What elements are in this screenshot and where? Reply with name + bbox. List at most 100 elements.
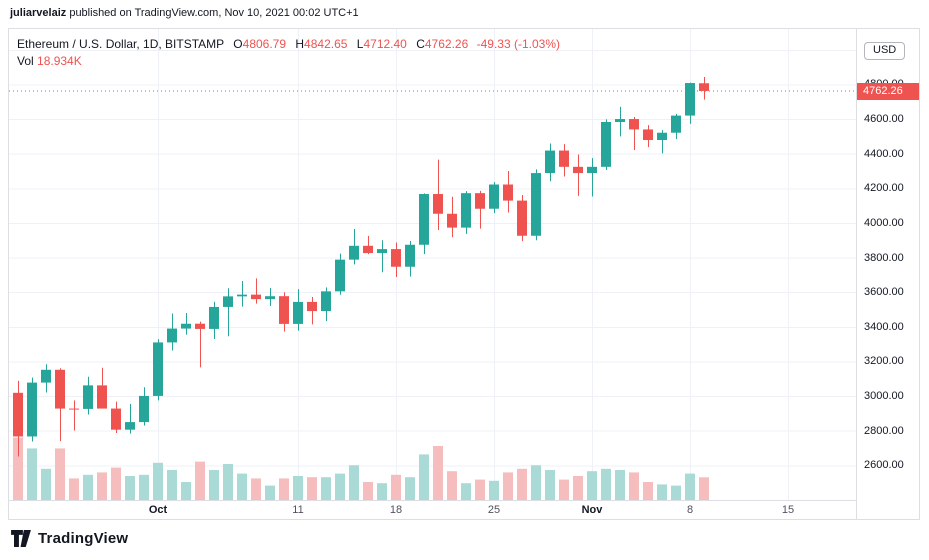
- candle-body: [125, 422, 135, 430]
- tradingview-logo-icon[interactable]: [11, 530, 31, 547]
- volume-bar: [489, 480, 499, 500]
- candle-body: [181, 323, 191, 329]
- price-axis[interactable]: USD 4762.26 2600.00 2800.00 3000.00 3200.00…: [856, 29, 919, 519]
- candle-body: [475, 193, 485, 209]
- candle-body: [111, 408, 121, 430]
- time-axis-label: 11: [292, 504, 304, 516]
- volume-bar: [181, 482, 191, 500]
- candle-body: [489, 184, 499, 209]
- volume-bar: [27, 448, 37, 500]
- candle-body: [293, 301, 303, 324]
- candle-body: [671, 115, 681, 133]
- volume-bar: [153, 462, 163, 500]
- candle-body: [349, 245, 359, 260]
- volume-bar: [111, 467, 121, 500]
- volume-bar: [419, 454, 429, 500]
- candle-body: [503, 184, 513, 201]
- footer: TradingView: [11, 530, 128, 547]
- candle-body: [601, 121, 611, 167]
- volume-bar: [531, 465, 541, 500]
- time-axis[interactable]: Oct 11 18 25 Nov 8 15: [9, 500, 856, 519]
- price-axis-label: 4400.00: [864, 147, 904, 160]
- candle-body: [335, 259, 345, 292]
- candle-body: [41, 369, 51, 383]
- time-axis-label: Nov: [581, 504, 603, 516]
- volume-bar: [643, 482, 653, 500]
- volume-bar: [279, 478, 289, 500]
- volume-bar: [223, 464, 233, 500]
- volume-bar: [69, 478, 79, 500]
- publish-info: juliarvelaiz published on TradingView.co…: [10, 7, 359, 19]
- candle-body: [419, 194, 429, 245]
- candle-body: [615, 119, 625, 122]
- volume-bar: [167, 470, 177, 500]
- candle-body: [55, 369, 65, 409]
- volume-bar: [125, 476, 135, 500]
- candle-body: [307, 301, 317, 312]
- candle-body: [587, 166, 597, 174]
- volume-bar: [615, 470, 625, 500]
- candle-body: [139, 395, 149, 423]
- volume-bar: [377, 483, 387, 500]
- candle-body: [363, 245, 373, 254]
- chart-panel: Ethereum / U.S. Dollar, 1D, BITSTAMP O48…: [8, 28, 920, 520]
- volume-bar: [209, 470, 219, 500]
- volume-bar: [601, 468, 611, 500]
- candle-body: [517, 200, 527, 236]
- price-axis-label: 2800.00: [864, 424, 904, 437]
- candle-body: [531, 173, 541, 236]
- volume-bar: [545, 470, 555, 500]
- volume-bar: [629, 472, 639, 500]
- volume-bar: [55, 448, 65, 500]
- volume-bar: [573, 476, 583, 500]
- candle-body: [195, 323, 205, 329]
- volume-bar: [251, 478, 261, 500]
- price-axis-label: 4000.00: [864, 216, 904, 229]
- volume-bar: [433, 446, 443, 500]
- volume-bar: [685, 473, 695, 500]
- candle-body: [447, 213, 457, 228]
- candle-body: [13, 392, 23, 437]
- publish-text: published on TradingView.com, Nov 10, 20…: [66, 7, 359, 19]
- candle-body: [629, 119, 639, 130]
- candlestick-chart: [9, 29, 856, 500]
- volume-bar: [13, 437, 23, 500]
- price-axis-label: 2600.00: [864, 459, 904, 472]
- volume-bar: [293, 476, 303, 500]
- volume-bar: [447, 471, 457, 500]
- volume-bar: [349, 465, 359, 500]
- candle-body: [97, 385, 107, 409]
- volume-bar: [83, 474, 93, 500]
- candle-body: [265, 296, 275, 300]
- price-axis-label: 4600.00: [864, 113, 904, 126]
- candle-body: [27, 382, 37, 437]
- candle-body: [251, 294, 261, 300]
- volume-bar: [41, 468, 51, 500]
- candle-body: [699, 83, 709, 91]
- volume-bar: [265, 485, 275, 500]
- price-axis-label: 3800.00: [864, 251, 904, 264]
- price-axis-label: 3400.00: [864, 320, 904, 333]
- candle-body: [433, 194, 443, 214]
- candle-body: [559, 150, 569, 167]
- time-axis-label: 18: [389, 504, 403, 516]
- time-axis-label: 25: [487, 504, 501, 516]
- volume-bar: [321, 477, 331, 500]
- volume-bar: [461, 483, 471, 500]
- candle-body: [545, 150, 555, 174]
- chart-pane[interactable]: [9, 29, 856, 500]
- candle-body: [153, 342, 163, 396]
- volume-bar: [237, 473, 247, 500]
- price-axis-label: 3600.00: [864, 286, 904, 299]
- candle-body: [209, 306, 219, 329]
- last-price-tag: 4762.26: [857, 82, 919, 100]
- candle-body: [657, 132, 667, 140]
- tradingview-wordmark[interactable]: TradingView: [38, 530, 129, 547]
- volume-bar: [405, 477, 415, 500]
- volume-bar: [657, 484, 667, 500]
- candle-body: [643, 129, 653, 140]
- candle-body: [685, 83, 695, 116]
- currency-toggle-button[interactable]: USD: [864, 42, 906, 60]
- volume-bar: [671, 485, 681, 500]
